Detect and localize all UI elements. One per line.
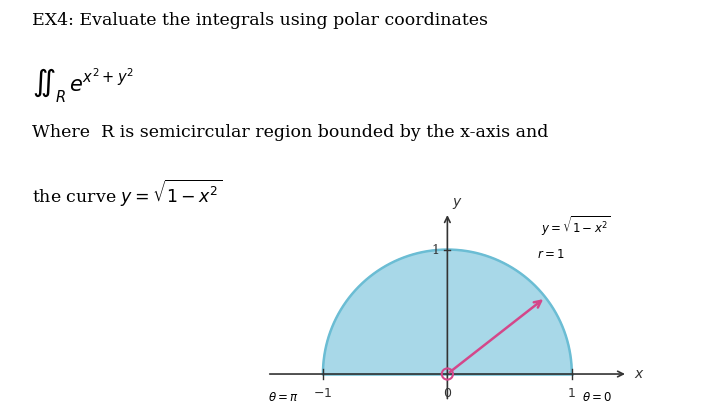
Text: EX4: Evaluate the integrals using polar coordinates: EX4: Evaluate the integrals using polar … <box>32 12 488 29</box>
Text: $\theta = \pi$: $\theta = \pi$ <box>268 390 299 403</box>
Text: $\iint_R \, e^{x^2+y^2}$: $\iint_R \, e^{x^2+y^2}$ <box>32 66 134 105</box>
Text: 1: 1 <box>432 244 440 256</box>
Text: $0$: $0$ <box>443 387 452 399</box>
Text: $r = 1$: $r = 1$ <box>537 247 564 260</box>
Polygon shape <box>323 250 572 374</box>
Text: $\theta = 0$: $\theta = 0$ <box>582 390 612 403</box>
Text: $1$: $1$ <box>567 387 576 399</box>
Text: $x$: $x$ <box>634 366 644 380</box>
Text: the curve $y = \sqrt{1 - x^2}$: the curve $y = \sqrt{1 - x^2}$ <box>32 178 222 209</box>
Text: $y$: $y$ <box>452 195 463 210</box>
Text: Where  R is semicircular region bounded by the x-axis and: Where R is semicircular region bounded b… <box>32 124 549 141</box>
Text: $-1$: $-1$ <box>313 387 333 399</box>
Text: $y = \sqrt{1-x^2}$: $y = \sqrt{1-x^2}$ <box>541 214 611 237</box>
